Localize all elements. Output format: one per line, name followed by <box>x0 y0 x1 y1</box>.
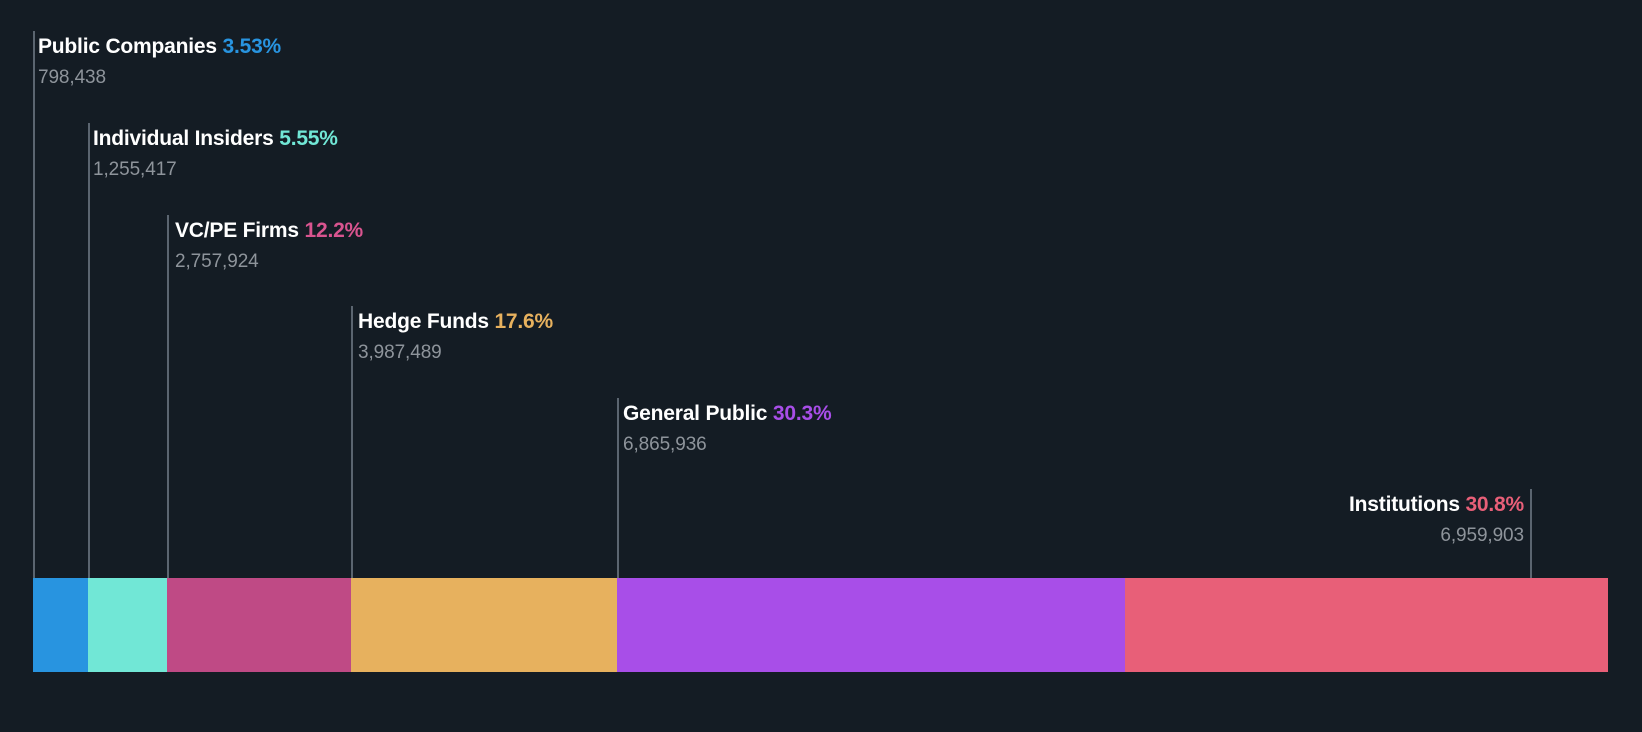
label-public-companies: Public Companies 3.53% 798,438 <box>38 34 281 90</box>
label-individual-insiders: Individual Insiders 5.55% 1,255,417 <box>93 126 338 182</box>
leader-tick-individual-insiders <box>88 123 90 578</box>
segment-name: Institutions <box>1349 493 1460 516</box>
bar-segment-public-companies[interactable] <box>33 578 88 672</box>
leader-tick-general-public <box>617 398 619 578</box>
label-title-hedge-funds: Hedge Funds 17.6% <box>358 309 553 334</box>
bar-segment-institutions[interactable] <box>1125 578 1608 672</box>
label-vc-pe-firms: VC/PE Firms 12.2% 2,757,924 <box>175 218 363 274</box>
stacked-ownership-bar <box>33 578 1608 672</box>
leader-tick-hedge-funds <box>351 306 353 578</box>
label-title-institutions: Institutions 30.8% <box>1349 492 1524 517</box>
segment-shares: 2,757,924 <box>175 251 259 272</box>
segment-name: VC/PE Firms <box>175 219 299 242</box>
label-title-individual-insiders: Individual Insiders 5.55% <box>93 126 338 151</box>
bar-segment-general-public[interactable] <box>617 578 1125 672</box>
segment-percent: 17.6% <box>494 310 553 333</box>
segment-percent: 3.53% <box>222 35 282 58</box>
segment-shares: 798,438 <box>38 67 106 88</box>
segment-shares: 1,255,417 <box>93 159 177 180</box>
leader-tick-vc-pe-firms <box>167 215 169 578</box>
segment-name: Hedge Funds <box>358 310 489 333</box>
segment-percent: 5.55% <box>279 127 338 150</box>
segment-percent: 30.8% <box>1465 493 1524 516</box>
leader-tick-institutions <box>1530 489 1532 578</box>
bar-segment-individual-insiders[interactable] <box>88 578 167 672</box>
segment-shares: 3,987,489 <box>358 342 442 363</box>
bar-segment-hedge-funds[interactable] <box>351 578 617 672</box>
label-title-public-companies: Public Companies 3.53% <box>38 34 281 59</box>
label-institutions: Institutions 30.8% 6,959,903 <box>1349 492 1524 548</box>
segment-name: General Public <box>623 402 768 425</box>
segment-shares: 6,959,903 <box>1440 525 1524 546</box>
segment-percent: 30.3% <box>772 402 832 425</box>
segment-name: Public Companies <box>38 35 217 58</box>
leader-tick-public-companies <box>33 31 35 578</box>
label-general-public: General Public 30.3% 6,865,936 <box>623 401 832 457</box>
label-title-general-public: General Public 30.3% <box>623 401 832 426</box>
segment-name: Individual Insiders <box>93 127 274 150</box>
segment-percent: 12.2% <box>304 219 364 242</box>
bar-segment-vc-pe-firms[interactable] <box>167 578 351 672</box>
label-title-vc-pe-firms: VC/PE Firms 12.2% <box>175 218 363 243</box>
segment-shares: 6,865,936 <box>623 434 707 455</box>
label-hedge-funds: Hedge Funds 17.6% 3,987,489 <box>358 309 553 365</box>
